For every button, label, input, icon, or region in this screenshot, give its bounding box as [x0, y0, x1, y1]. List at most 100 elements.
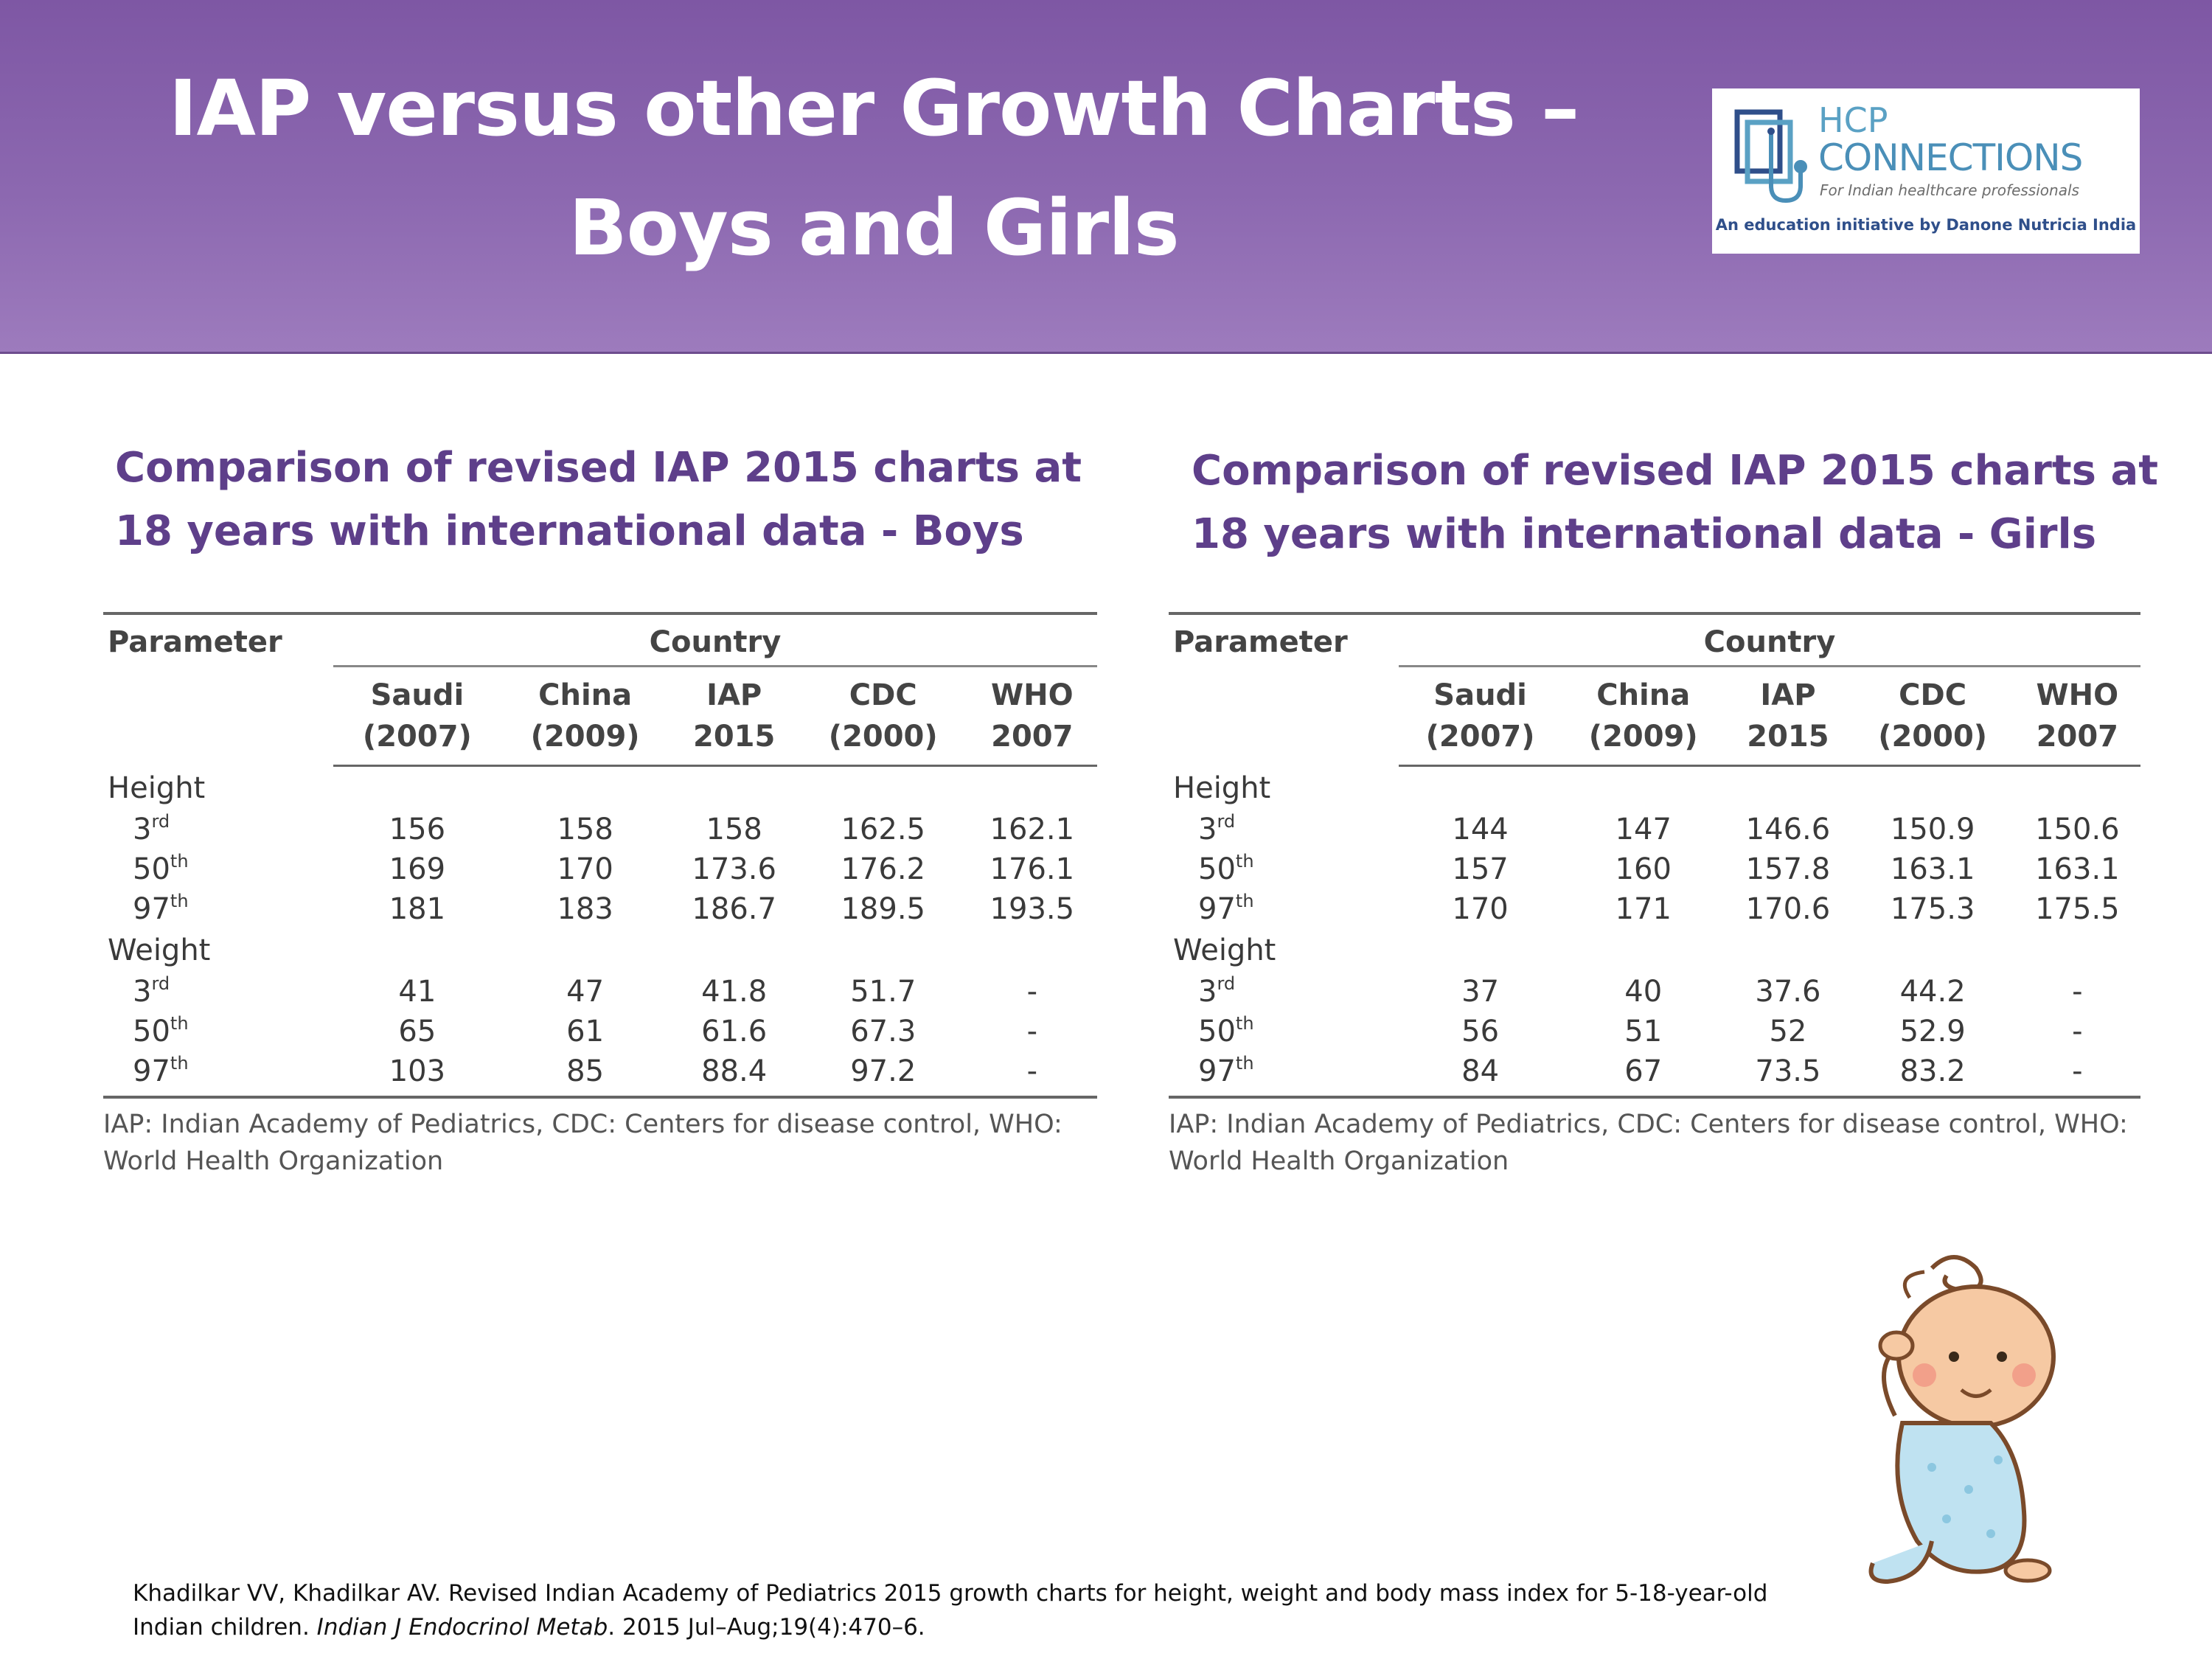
col-cdc: CDC (2000) [1851, 666, 2014, 767]
percentile-label: 97th [1198, 891, 1254, 926]
girls-growth-table: Parameter Country Saudi (2007) China (2009… [1169, 612, 2140, 1099]
cell: 169 [389, 852, 446, 886]
col-who: WHO 2007 [2014, 666, 2140, 767]
cell: 157.8 [1745, 852, 1831, 886]
group-label-weight: Weight [108, 933, 211, 967]
hcp-connections-logo: HCP CONNECTIONS For Indian healthcare pr… [1712, 88, 2140, 254]
table-row: 97th 170 171 170.6 175.3 175.5 [1169, 889, 2140, 929]
table-row: 50th 56 51 52 52.9 - [1169, 1012, 2140, 1051]
boys-table-footnote: IAP: Indian Academy of Pediatrics, CDC: … [103, 1110, 1062, 1176]
girls-section-heading: Comparison of revised IAP 2015 charts at… [1192, 447, 2158, 558]
cell: 41.8 [701, 975, 768, 1009]
cell: 103 [333, 1051, 501, 1099]
percentile-label: 50th [133, 1013, 189, 1048]
cell: 181 [389, 892, 446, 926]
cell: 56 [1461, 1015, 1500, 1048]
cell: 61 [566, 1015, 605, 1048]
cell: 176.2 [841, 852, 925, 886]
percentile-label: 3rd [1198, 811, 1236, 846]
group-label-height: Height [1173, 771, 1271, 805]
cell: 83.2 [1851, 1051, 2014, 1099]
parameter-header: Parameter [1169, 612, 1399, 766]
stethoscope-logo-icon [1734, 109, 1807, 204]
cell: - [2072, 975, 2083, 1009]
cell: 158 [557, 813, 613, 846]
table-row: 50th 65 61 61.6 67.3 - [103, 1012, 1097, 1051]
cell: 186.7 [692, 892, 776, 926]
parameter-header: Parameter [103, 612, 333, 766]
cell: 171 [1615, 892, 1672, 926]
cell: - [2014, 1051, 2140, 1099]
cell: 51.7 [850, 975, 917, 1009]
boys-section-heading: Comparison of revised IAP 2015 charts at… [115, 444, 1082, 555]
cell: - [967, 1051, 1097, 1099]
cell: 146.6 [1745, 813, 1831, 846]
cell: 88.4 [669, 1051, 799, 1099]
cell: 52.9 [1899, 1015, 1966, 1048]
cell: 52 [1769, 1015, 1807, 1048]
table-row: 97th 103 85 88.4 97.2 - [103, 1051, 1097, 1099]
cell: 150.9 [1890, 813, 1975, 846]
cell: 85 [501, 1051, 669, 1099]
cell: 47 [566, 975, 605, 1009]
baby-illustration-icon [1868, 1255, 2056, 1585]
cell: 173.6 [692, 852, 776, 886]
col-iap: IAP 2015 [669, 666, 799, 767]
percentile-label: 97th [103, 1051, 333, 1099]
group-label-weight: Weight [1173, 933, 1276, 967]
cell: 163.1 [1890, 852, 1975, 886]
table-row: 3rd 144 147 146.6 150.9 150.6 [1169, 810, 2140, 849]
table-row: 3rd 37 40 37.6 44.2 - [1169, 972, 2140, 1012]
table-row: 3rd 41 47 41.8 51.7 - [103, 972, 1097, 1012]
cell: 170 [1452, 892, 1509, 926]
group-label-height: Height [108, 771, 206, 805]
country-header: Country [1399, 612, 2140, 667]
cell: 84 [1399, 1051, 1562, 1099]
cell: 163.1 [2035, 852, 2120, 886]
cell: 156 [389, 813, 446, 846]
cell: 175.3 [1890, 892, 1975, 926]
cell: - [1026, 975, 1038, 1009]
girls-table-footnote: IAP: Indian Academy of Pediatrics, CDC: … [1169, 1110, 2128, 1176]
table-row: 50th 157 160 157.8 163.1 163.1 [1169, 849, 2140, 889]
boys-table-block: Parameter Country Saudi (2007) China (2009… [103, 612, 1097, 1180]
col-iap: IAP 2015 [1725, 666, 1851, 767]
col-china: China (2009) [501, 666, 669, 767]
percentile-label: 50th [1198, 851, 1254, 886]
girls-table-block: Parameter Country Saudi (2007) China (2009… [1169, 612, 2140, 1180]
percentile-label: 50th [133, 851, 189, 886]
cell: 144 [1452, 813, 1509, 846]
page-title: IAP versus other Growth Charts – Boys an… [118, 49, 1630, 288]
logo-brand-hcp: HCP [1818, 100, 1888, 140]
percentile-label: 3rd [133, 811, 170, 846]
col-cdc: CDC (2000) [799, 666, 967, 767]
cell: 147 [1615, 813, 1672, 846]
page-title-line2: Boys and Girls [568, 183, 1179, 273]
cell: 44.2 [1899, 975, 1966, 1009]
cell: 183 [557, 892, 613, 926]
cell: 170 [557, 852, 613, 886]
group-row: Height [103, 766, 1097, 810]
cell: 150.6 [2035, 813, 2120, 846]
cell: 67 [1562, 1051, 1725, 1099]
cell: 170.6 [1745, 892, 1831, 926]
cell: 158 [706, 813, 762, 846]
group-row: Weight [1169, 929, 2140, 972]
logo-tagline: For Indian healthcare professionals [1820, 181, 2079, 199]
citation-journal: Indian J Endocrinol Metab [316, 1614, 608, 1641]
cell: 51 [1624, 1015, 1663, 1048]
boys-growth-table: Parameter Country Saudi (2007) China (2009… [103, 612, 1097, 1099]
cell: - [2072, 1015, 2083, 1048]
group-row: Weight [103, 929, 1097, 972]
cell: 65 [398, 1015, 437, 1048]
header-banner: IAP versus other Growth Charts – Boys an… [0, 0, 2212, 354]
table-row: 50th 169 170 173.6 176.2 176.1 [103, 849, 1097, 889]
citation: Khadilkar VV, Khadilkar AV. Revised Indi… [133, 1580, 1768, 1641]
cell: 162.1 [990, 813, 1075, 846]
cell: 37 [1461, 975, 1500, 1009]
country-header: Country [333, 612, 1097, 667]
table-row: 97th 181 183 186.7 189.5 193.5 [103, 889, 1097, 929]
percentile-label: 3rd [133, 973, 170, 1009]
logo-brand-connections: CONNECTIONS [1818, 136, 2083, 179]
cell: 40 [1624, 975, 1663, 1009]
